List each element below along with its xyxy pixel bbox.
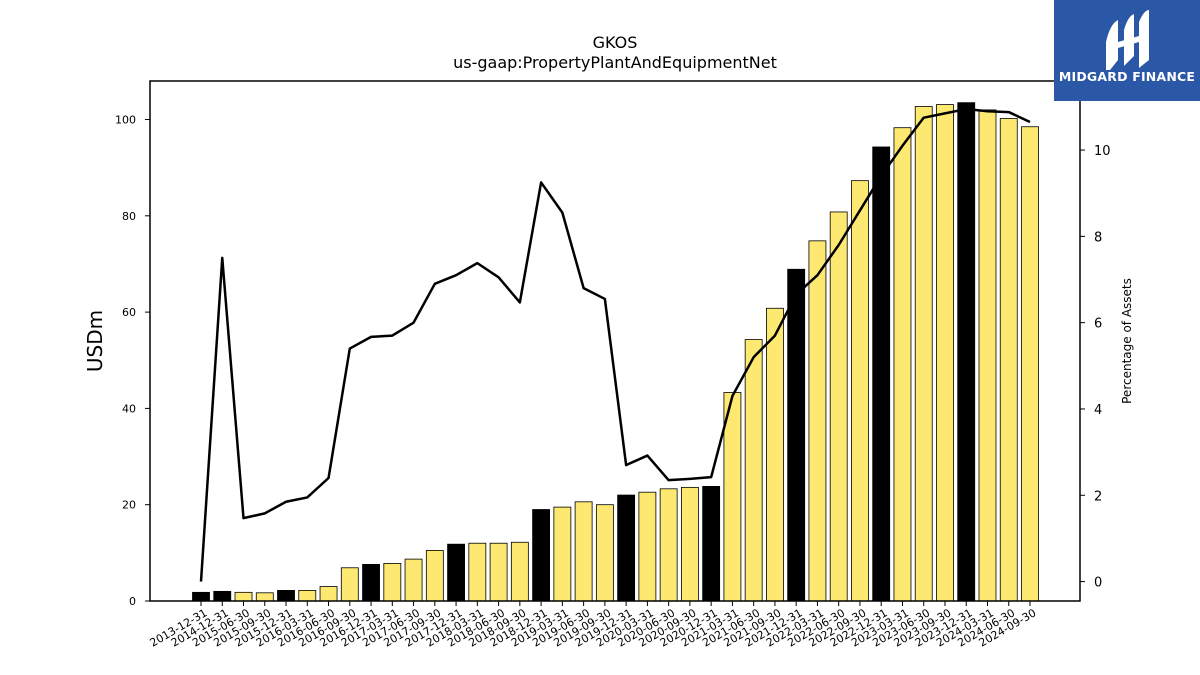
y2-tick-label: 2 <box>1094 489 1102 504</box>
line-group <box>199 107 1031 582</box>
bar <box>872 146 891 602</box>
bar <box>447 543 465 602</box>
bar <box>744 339 763 602</box>
bars-group <box>192 102 1039 602</box>
bar <box>766 307 784 602</box>
bar <box>638 491 657 602</box>
y-tick-label: 20 <box>122 499 136 512</box>
midgard-logo-icon <box>1106 10 1149 70</box>
bar <box>808 240 827 602</box>
bar <box>617 494 636 602</box>
bar <box>659 488 678 602</box>
bar <box>914 106 933 602</box>
bar <box>298 590 317 602</box>
bar <box>574 501 593 602</box>
y2-tick-label: 0 <box>1094 576 1102 591</box>
y-tick-label: 0 <box>129 595 136 608</box>
right-axis: 0 2 4 6 8 10 <box>1080 144 1111 591</box>
bar <box>213 590 232 602</box>
plot-frame <box>149 80 1081 602</box>
bar <box>319 586 338 602</box>
y-axis-label: USDm <box>83 310 107 372</box>
y2-tick-label: 8 <box>1094 230 1102 245</box>
bar <box>723 392 742 602</box>
bar <box>255 592 274 602</box>
bar <box>532 509 551 602</box>
y-tick-label: 80 <box>122 210 136 223</box>
bar <box>680 486 699 602</box>
bar <box>340 567 359 602</box>
y2-tick-label: 4 <box>1094 403 1102 418</box>
y-tick-label: 60 <box>122 306 136 319</box>
y2-tick-label: 6 <box>1094 317 1102 332</box>
bar <box>425 550 444 602</box>
bar <box>277 590 295 602</box>
bar <box>702 486 721 602</box>
bar <box>936 104 954 602</box>
bar <box>510 541 529 602</box>
bar <box>787 268 806 602</box>
bar <box>192 591 210 602</box>
bar <box>383 563 402 602</box>
bar <box>978 109 997 602</box>
bar <box>893 127 912 602</box>
bar <box>489 542 508 602</box>
bar <box>553 506 572 602</box>
x-axis: 2013-12-312014-12-312015-06-302015-09-30… <box>148 601 1039 650</box>
bar <box>851 180 869 602</box>
brand-logo: MIDGARD FINANCE <box>1054 0 1200 101</box>
bar <box>829 211 848 602</box>
bar <box>234 591 253 602</box>
y-tick-label: 100 <box>115 114 136 127</box>
left-axis: 0 20 40 60 80 100 <box>115 114 150 608</box>
percentage-line <box>199 107 1031 582</box>
y2-tick-label: 10 <box>1094 144 1111 159</box>
chart-subtitle: us-gaap:PropertyPlantAndEquipmentNet <box>453 53 777 72</box>
y2-axis-label: Percentage of Assets <box>1120 278 1134 404</box>
bar <box>999 118 1018 602</box>
bar <box>404 558 423 602</box>
bar <box>595 504 614 602</box>
logo-text: MIDGARD FINANCE <box>1058 69 1196 84</box>
bar <box>362 564 380 602</box>
bar <box>957 102 976 602</box>
bar <box>1021 126 1039 602</box>
bar <box>468 542 487 602</box>
chart-title: GKOS <box>593 33 638 52</box>
y-tick-label: 40 <box>122 402 136 415</box>
